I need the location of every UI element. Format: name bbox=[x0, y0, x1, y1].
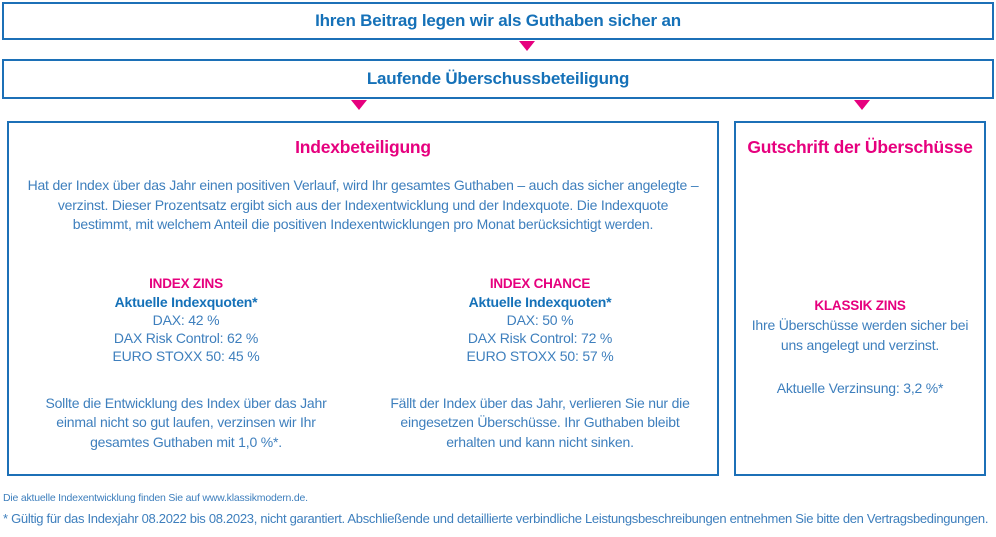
banner-contribution: Ihren Beitrag legen wir als Guthaben sic… bbox=[2, 2, 994, 40]
banner-surplus-participation: Laufende Überschussbeteiligung bbox=[2, 59, 994, 99]
current-interest-rate: Aktuelle Verzinsung: 3,2 %* bbox=[776, 380, 944, 396]
quote-euro-stoxx: EURO STOXX 50: 57 % bbox=[466, 347, 614, 364]
quote-euro-stoxx: EURO STOXX 50: 45 % bbox=[112, 347, 260, 364]
credit-box-title: Gutschrift der Überschüsse bbox=[747, 137, 973, 157]
variant-description: Fällt der Index über das Jahr, verlieren… bbox=[390, 394, 690, 450]
surplus-credit-box: Gutschrift der Überschüsse KLASSIK ZINS … bbox=[734, 121, 986, 476]
index-performance-note: Die aktuelle Indexentwicklung finden Sie… bbox=[3, 492, 308, 504]
index-participation-box: Indexbeteiligung Hat der Index über das … bbox=[7, 121, 719, 476]
index-box-title: Indexbeteiligung bbox=[295, 137, 431, 157]
variant-name: INDEX ZINS bbox=[149, 275, 223, 291]
variant-index-zins: INDEX ZINS Aktuelle Indexquoten* DAX: 42… bbox=[9, 275, 363, 453]
quote-dax-risk-control: DAX Risk Control: 62 % bbox=[113, 329, 259, 346]
arrow-down-icon bbox=[854, 100, 870, 110]
index-box-intro: Hat der Index über das Jahr einen positi… bbox=[27, 177, 699, 232]
banner-surplus-participation-label: Laufende Überschussbeteiligung bbox=[366, 69, 630, 88]
klassik-zins-block: KLASSIK ZINS Ihre Überschüsse werden sic… bbox=[736, 297, 984, 355]
index-variant-columns: INDEX ZINS Aktuelle Indexquoten* DAX: 42… bbox=[9, 275, 717, 453]
klassik-zins-description: Ihre Überschüsse werden sicher bei uns a… bbox=[751, 317, 969, 353]
disclaimer-note: * Gültig für das Indexjahr 08.2022 bis 0… bbox=[3, 511, 989, 526]
variant-description: Sollte die Entwicklung des Index über da… bbox=[45, 394, 327, 450]
klassik-zins-name: KLASSIK ZINS bbox=[814, 298, 906, 313]
variant-subtitle: Aktuelle Indexquoten* bbox=[468, 293, 612, 310]
quote-dax-risk-control: DAX Risk Control: 72 % bbox=[467, 329, 613, 346]
variant-subtitle: Aktuelle Indexquoten* bbox=[114, 293, 258, 310]
arrow-down-icon bbox=[519, 41, 535, 51]
variant-index-chance: INDEX CHANCE Aktuelle Indexquoten* DAX: … bbox=[363, 275, 717, 453]
arrow-down-icon bbox=[351, 100, 367, 110]
quote-dax: DAX: 50 % bbox=[506, 311, 574, 328]
variant-name: INDEX CHANCE bbox=[489, 275, 591, 291]
quote-dax: DAX: 42 % bbox=[152, 311, 220, 328]
banner-contribution-label: Ihren Beitrag legen wir als Guthaben sic… bbox=[315, 11, 681, 30]
